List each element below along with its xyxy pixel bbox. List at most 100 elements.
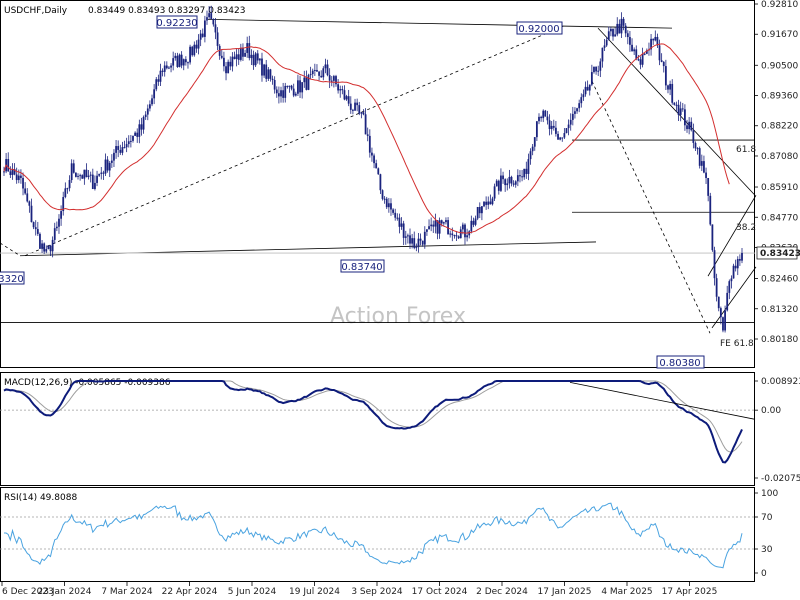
candle bbox=[189, 44, 191, 65]
candle bbox=[45, 245, 48, 254]
candle bbox=[352, 108, 354, 115]
candle bbox=[476, 206, 479, 221]
date-tick-label: 23 Jan 2024 bbox=[38, 587, 92, 597]
candle bbox=[364, 108, 367, 135]
candle bbox=[201, 28, 204, 38]
date-tick-label: 6 Dec 2023 bbox=[2, 587, 54, 597]
candle bbox=[692, 123, 695, 149]
candle bbox=[254, 51, 257, 68]
candle bbox=[406, 233, 409, 244]
candle bbox=[64, 182, 67, 199]
candle bbox=[115, 139, 117, 159]
candle bbox=[546, 110, 549, 125]
current-price-tag: 0.83423 bbox=[756, 246, 800, 260]
candle bbox=[390, 198, 392, 216]
candle bbox=[455, 231, 458, 242]
candle bbox=[713, 246, 716, 286]
candle bbox=[273, 76, 276, 94]
candle bbox=[85, 163, 88, 178]
candle bbox=[684, 104, 686, 131]
candle bbox=[96, 170, 98, 187]
svg-text:0.92000: 0.92000 bbox=[518, 24, 559, 35]
candle bbox=[430, 217, 433, 232]
candle bbox=[508, 169, 511, 189]
candle bbox=[119, 144, 122, 155]
candle bbox=[362, 109, 365, 116]
candle bbox=[309, 66, 312, 79]
annotation-high-2025: 0.92000 bbox=[516, 21, 563, 35]
candle bbox=[377, 167, 380, 175]
candle bbox=[316, 64, 318, 72]
candle bbox=[652, 38, 655, 45]
rsi-line bbox=[4, 502, 743, 569]
candle bbox=[669, 80, 672, 96]
candle bbox=[197, 34, 200, 55]
candle bbox=[510, 175, 513, 187]
candle bbox=[521, 169, 523, 182]
candle bbox=[586, 80, 589, 91]
candle bbox=[700, 154, 703, 172]
date-tick-label: 2 Dec 2024 bbox=[476, 587, 528, 597]
candle bbox=[252, 50, 255, 70]
candle bbox=[271, 75, 274, 85]
candle bbox=[398, 213, 401, 234]
candle bbox=[256, 50, 259, 64]
candle bbox=[68, 175, 71, 192]
price-tick-label: 0.88220 bbox=[761, 122, 798, 132]
candle bbox=[690, 117, 693, 132]
candle bbox=[436, 220, 439, 240]
candle bbox=[506, 178, 509, 191]
candle bbox=[284, 82, 287, 103]
price-tick-label: 0.92810 bbox=[761, 0, 798, 10]
candle bbox=[341, 85, 344, 95]
candle bbox=[51, 236, 54, 258]
candle bbox=[290, 84, 293, 91]
candle bbox=[326, 59, 329, 77]
candle bbox=[542, 109, 545, 123]
candle bbox=[9, 166, 12, 178]
date-tick-label: 4 Mar 2025 bbox=[601, 587, 652, 597]
candle bbox=[299, 75, 301, 98]
candle bbox=[421, 240, 424, 247]
fib-618-label: 61.8 bbox=[736, 145, 756, 155]
candle bbox=[108, 161, 111, 178]
candle bbox=[214, 18, 217, 40]
candle bbox=[409, 228, 411, 249]
candle bbox=[474, 215, 477, 227]
candle bbox=[337, 79, 340, 94]
candle bbox=[34, 220, 37, 236]
candle bbox=[415, 243, 418, 252]
candle bbox=[89, 171, 92, 183]
candle bbox=[292, 83, 295, 98]
candle bbox=[497, 179, 500, 195]
candle bbox=[313, 63, 316, 76]
dashed-projection-line bbox=[591, 81, 711, 334]
candle bbox=[707, 177, 710, 202]
svg-text:0.83740: 0.83740 bbox=[341, 262, 382, 273]
candle bbox=[612, 28, 614, 41]
candle bbox=[47, 245, 50, 250]
candle bbox=[49, 244, 52, 256]
candle bbox=[320, 70, 323, 78]
candle bbox=[275, 86, 278, 98]
candle bbox=[500, 168, 502, 192]
candle bbox=[557, 131, 559, 140]
candle bbox=[618, 19, 621, 34]
candle bbox=[550, 120, 553, 135]
candle bbox=[671, 79, 674, 105]
candle bbox=[580, 93, 583, 108]
candle bbox=[132, 135, 134, 143]
candle bbox=[163, 61, 166, 77]
candle bbox=[231, 52, 234, 72]
macd-tick-label: 0.008923 bbox=[761, 377, 800, 387]
candle bbox=[159, 63, 162, 86]
drawn-trendlines bbox=[0, 18, 757, 334]
candle bbox=[527, 153, 530, 181]
candle bbox=[478, 202, 481, 219]
date-tick-label: 17 Apr 2025 bbox=[662, 587, 718, 597]
candle bbox=[419, 233, 422, 246]
candle bbox=[728, 279, 731, 300]
candle bbox=[576, 107, 578, 114]
macd-axis: 0.008923 0.00 -0.020759 bbox=[754, 377, 800, 484]
